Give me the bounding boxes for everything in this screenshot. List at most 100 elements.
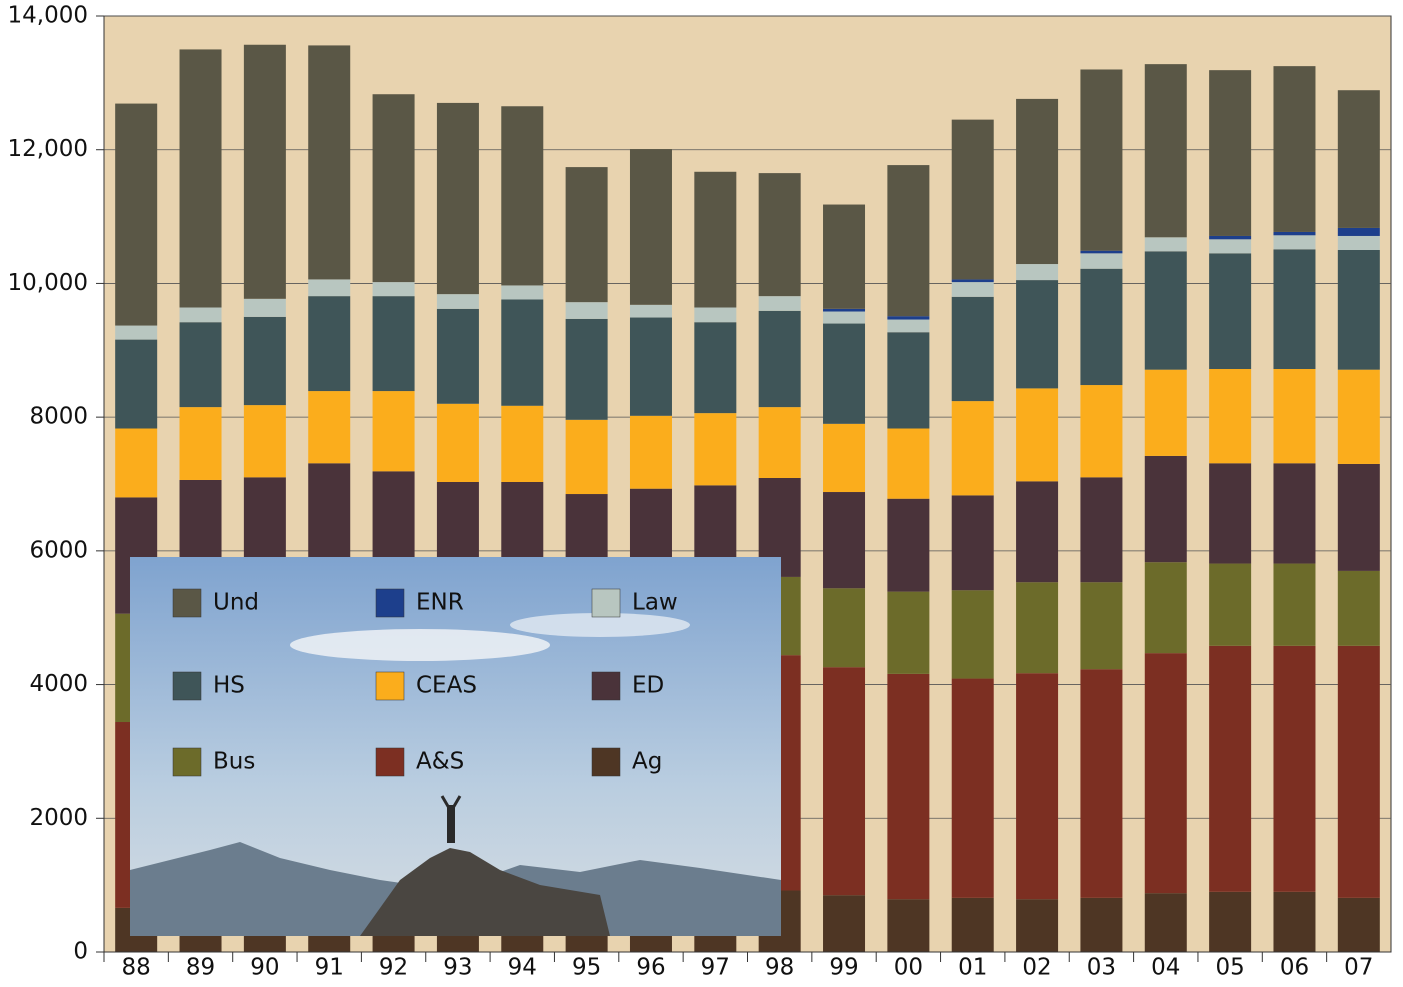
bar-segment xyxy=(308,391,351,464)
bar-segment xyxy=(1209,463,1252,564)
bar-segment xyxy=(243,405,286,478)
bar-segment xyxy=(179,307,222,323)
bar-segment xyxy=(1016,899,1059,952)
legend-label: Ag xyxy=(632,749,662,775)
legend-label: HS xyxy=(213,673,245,699)
bar-segment xyxy=(1144,64,1187,238)
legend-label: A&S xyxy=(416,749,464,775)
x-tick-label: 95 xyxy=(572,955,601,981)
bar-segment xyxy=(501,299,544,406)
bar-segment xyxy=(372,94,415,283)
y-tick-label: 0 xyxy=(73,939,88,965)
bar-segment xyxy=(694,413,737,486)
bar-segment xyxy=(1273,235,1316,250)
bar-segment xyxy=(1144,251,1187,370)
bar-segment xyxy=(243,316,286,406)
bar-segment xyxy=(887,498,930,592)
bar-segment xyxy=(951,495,994,591)
y-tick-label: 4000 xyxy=(29,671,88,697)
bar-segment xyxy=(1144,562,1187,654)
legend-swatch xyxy=(375,671,405,701)
x-tick-label: 04 xyxy=(1151,955,1180,981)
bar-segment xyxy=(1273,463,1316,564)
bar-segment xyxy=(1016,481,1059,583)
bar-segment xyxy=(823,895,866,952)
bar-segment xyxy=(1080,253,1123,269)
bar-segment xyxy=(1273,249,1316,370)
legend-label: ED xyxy=(632,673,664,699)
bar-segment xyxy=(823,311,866,324)
bar-segment xyxy=(887,428,930,499)
bar-segment xyxy=(179,407,222,480)
bar-segment xyxy=(1273,231,1316,236)
bar-segment xyxy=(951,296,994,402)
bar-segment xyxy=(115,339,158,429)
bar-segment xyxy=(243,298,286,317)
legend-swatch xyxy=(591,671,621,701)
bar-segment xyxy=(308,279,351,297)
bar-segment xyxy=(243,44,286,299)
legend-swatch xyxy=(172,747,202,777)
bar-segment xyxy=(436,403,479,482)
bar-segment xyxy=(1209,70,1252,236)
bar-segment xyxy=(823,492,866,589)
climber xyxy=(447,805,455,843)
bar-segment xyxy=(1337,369,1380,464)
bar-segment xyxy=(1209,645,1252,892)
bar-segment xyxy=(758,310,801,408)
x-tick-label: 93 xyxy=(443,955,472,981)
bar-segment xyxy=(1273,369,1316,464)
bar-segment xyxy=(887,899,930,952)
bar-segment xyxy=(565,419,608,495)
bar-segment xyxy=(501,106,544,286)
bar-segment xyxy=(694,307,737,323)
legend-swatch xyxy=(375,747,405,777)
x-tick-label: 01 xyxy=(958,955,987,981)
y-tick-label: 6000 xyxy=(29,537,88,563)
bar-segment xyxy=(436,308,479,404)
climber-arm xyxy=(440,795,451,809)
bar-segment xyxy=(308,45,351,280)
bar-segment xyxy=(1016,582,1059,674)
bar-segment xyxy=(1016,388,1059,482)
bar-segment xyxy=(179,49,222,308)
legend-label: CEAS xyxy=(416,673,477,699)
bar-segment xyxy=(1273,645,1316,892)
x-tick-label: 06 xyxy=(1280,955,1309,981)
bar-segment xyxy=(758,296,801,311)
bar-segment xyxy=(1016,98,1059,265)
bar-segment xyxy=(823,308,866,312)
y-tick-label: 2000 xyxy=(29,805,88,831)
summit xyxy=(360,848,610,936)
x-tick-label: 96 xyxy=(636,955,665,981)
bar-segment xyxy=(887,332,930,429)
bar-segment xyxy=(1337,235,1380,250)
bar-segment xyxy=(565,167,608,303)
legend-swatch xyxy=(591,588,621,618)
bar-segment xyxy=(951,119,994,280)
bar-segment xyxy=(308,296,351,392)
bar-segment xyxy=(1273,891,1316,952)
x-tick-label: 07 xyxy=(1344,955,1373,981)
bar-segment xyxy=(951,590,994,679)
bar-segment xyxy=(629,415,672,489)
bar-segment xyxy=(1144,893,1187,952)
bar-segment xyxy=(436,102,479,295)
y-tick-label: 10,000 xyxy=(8,270,88,296)
bar-segment xyxy=(823,204,866,309)
bar-segment xyxy=(823,667,866,896)
bar-segment xyxy=(887,591,930,674)
bar-segment xyxy=(565,302,608,319)
bar-segment xyxy=(823,423,866,493)
bar-segment xyxy=(1337,250,1380,370)
legend-swatch xyxy=(172,588,202,618)
x-tick-label: 91 xyxy=(315,955,344,981)
bar-segment xyxy=(115,325,158,340)
bar-segment xyxy=(1209,891,1252,952)
bar-segment xyxy=(1080,268,1123,386)
climber-arm xyxy=(451,795,462,809)
x-tick-label: 94 xyxy=(508,955,537,981)
cloud xyxy=(510,613,690,637)
